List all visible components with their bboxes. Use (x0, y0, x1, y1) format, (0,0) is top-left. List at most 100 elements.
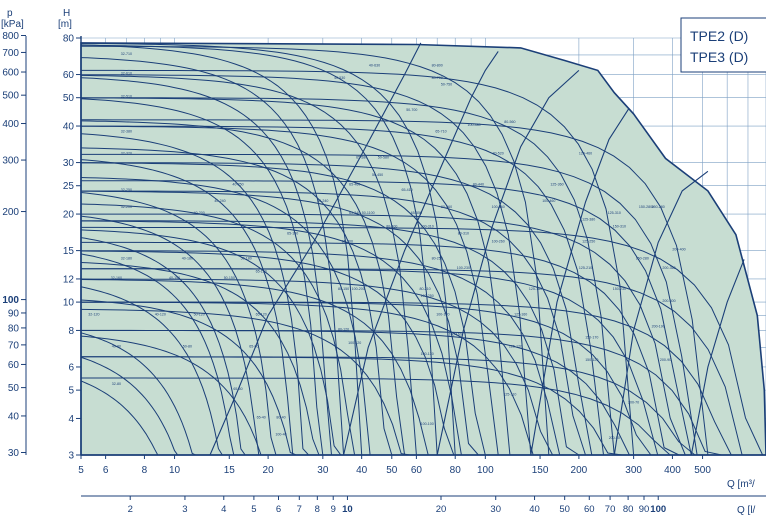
model-label: 32-80 (112, 382, 121, 386)
model-label: 50-120 (194, 313, 205, 317)
x-tick-label: 5 (78, 465, 84, 476)
model-label: 65-580 (356, 155, 367, 159)
pump-curve (80, 229, 348, 456)
model-label: 150-280b (639, 205, 654, 209)
model-label: 65-340 (349, 211, 360, 215)
pump-curve (81, 301, 748, 456)
pump-curve (80, 278, 565, 456)
model-label: 100-120 (348, 341, 361, 345)
p-tick-label: 40 (8, 411, 20, 422)
model-label: 150-310 (613, 224, 626, 228)
x-tick-label: 6 (103, 465, 109, 476)
pump-curve (81, 153, 698, 456)
pump-curve (81, 190, 586, 456)
model-label: 65-180 (287, 232, 298, 236)
x2-tick-label: 60 (584, 504, 595, 515)
pump-curve (81, 250, 572, 456)
model-label: 125-250 (582, 239, 595, 243)
series-badge: TPE2 (D) TPE3 (D) (680, 17, 766, 73)
model-label: 40-120 (155, 313, 166, 317)
model-label: 100-360 (492, 205, 505, 209)
x2-tick-label: 50 (559, 504, 570, 515)
pump-curve (80, 57, 345, 456)
model-label: 125-460 (579, 151, 592, 155)
model-label: 40-80 (112, 344, 121, 348)
pump-curve (81, 119, 709, 456)
model-label: 65-460 (349, 183, 360, 187)
x-tick-label: 40 (356, 465, 368, 476)
x-tick-label: 30 (317, 465, 329, 476)
pump-curve (80, 147, 393, 456)
pump-curve (80, 279, 447, 456)
model-label: 125-180 (529, 287, 542, 291)
partition-line (436, 69, 580, 456)
model-label: 125-380 (582, 218, 595, 222)
x2-tick-label: 6 (276, 504, 281, 515)
model-label: 100-130 (421, 352, 434, 356)
x-tick-label: 20 (263, 465, 275, 476)
model-label: 100-480 (467, 123, 480, 127)
pump-curve (81, 74, 532, 456)
y-tick-label: 25 (63, 181, 75, 192)
partition-line (613, 170, 709, 456)
model-label: 50-240 (317, 199, 328, 203)
model-label: 40-530 (334, 76, 345, 80)
y-tick-label: 30 (63, 158, 75, 169)
y-tick-label: 40 (63, 122, 75, 133)
pump-curve (81, 190, 479, 456)
model-label: 65-200 (342, 239, 353, 243)
p-tick-label: 400 (2, 119, 19, 130)
x2-tick-label: 4 (221, 504, 226, 515)
flow-unit-ls: Q [l/ (737, 505, 756, 515)
pump-curve (80, 203, 362, 456)
model-label: 125-210 (579, 266, 592, 270)
pump-curve (81, 69, 635, 456)
model-label: 100-460 (542, 199, 555, 203)
y-tick-label: 3 (68, 451, 74, 462)
axes: 3456810121520253040506080304050607080901… (2, 31, 766, 515)
model-label: 80-250 (432, 256, 443, 260)
x2-tick-label: 7 (297, 504, 302, 515)
p-tick-label: 500 (2, 91, 19, 102)
model-label: 80-400 (386, 224, 397, 228)
pump-curve (81, 241, 680, 456)
x-tick-label: 8 (142, 465, 148, 476)
model-label: 80-210 (419, 287, 430, 291)
model-label: 40-240 (214, 199, 225, 203)
model-labels: 32-710 32-610 32-510 32-380 32-320 32-250 32-2… (88, 52, 685, 440)
model-label: 50-80 (183, 344, 192, 348)
pressure-unit: [kPa] (1, 19, 24, 30)
model-label: 100-310 (421, 224, 434, 228)
model-label: 100-200 (352, 287, 365, 291)
model-label: 200-50 (609, 436, 620, 440)
model-label: 100-100 (421, 422, 434, 426)
badge-line-1: TPE2 (D) (690, 28, 748, 44)
x-tick-label: 500 (694, 465, 711, 476)
model-label: 250-280 (652, 205, 665, 209)
model-label: 80-440 (473, 183, 484, 187)
model-label: 40-630 (369, 63, 380, 67)
model-label: 150-170 (585, 336, 598, 340)
model-label: 100-250 (421, 294, 434, 298)
model-label: 80-310 (458, 232, 469, 236)
model-label: 40-250 (232, 183, 243, 187)
x2-tick-label: 20 (436, 504, 447, 515)
model-label: 65-150 (256, 270, 267, 274)
pump-curve (80, 120, 406, 456)
pump-curve (80, 262, 332, 456)
model-label: 32-610 (121, 72, 132, 76)
p-tick-label: 100 (2, 295, 19, 306)
pump-curve (81, 42, 456, 456)
model-label: 50-180 (241, 256, 252, 260)
p-tick-label: 60 (8, 360, 20, 371)
pump-curve (80, 177, 378, 456)
x2-tick-label: 10 (342, 504, 353, 515)
partition-line (690, 259, 745, 456)
flow-unit-m3: Q [m³/ (727, 479, 755, 490)
y-tick-label: 20 (63, 210, 75, 221)
model-partitions (209, 42, 745, 456)
x-tick-label: 200 (571, 465, 588, 476)
model-label: 50-580 (378, 155, 389, 159)
x2-tick-label: 80 (623, 504, 634, 515)
model-label: 80-800 (432, 63, 443, 67)
